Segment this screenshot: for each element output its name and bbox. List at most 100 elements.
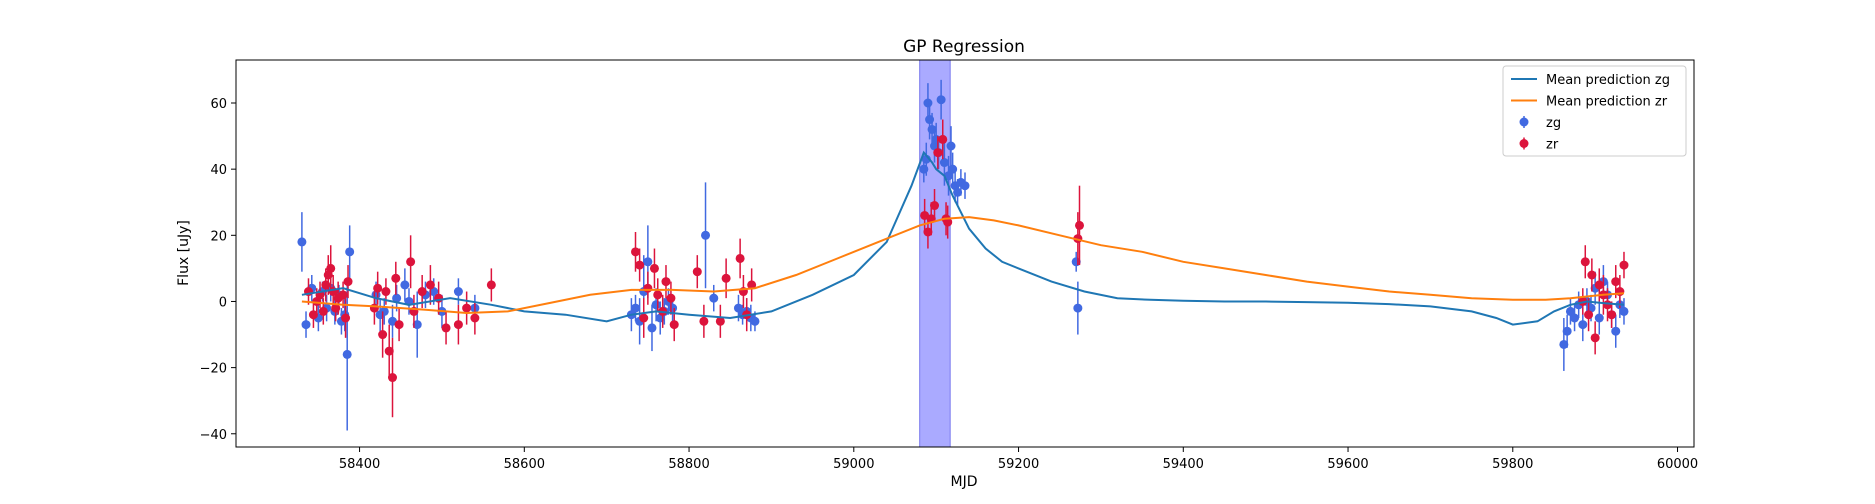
data-point bbox=[342, 349, 352, 359]
data-point bbox=[392, 293, 402, 303]
data-point bbox=[417, 287, 427, 297]
plot-frame bbox=[235, 59, 1695, 448]
x-tick-label: 58600 bbox=[504, 457, 545, 472]
data-point bbox=[378, 330, 388, 340]
data-point bbox=[343, 277, 353, 287]
data-point bbox=[381, 287, 391, 297]
series-zg-points bbox=[297, 79, 1629, 431]
data-point bbox=[394, 320, 404, 330]
series-layer bbox=[297, 79, 1629, 431]
data-point bbox=[308, 310, 318, 320]
data-point bbox=[1570, 313, 1580, 323]
data-point bbox=[453, 287, 463, 297]
legend-item: Mean prediction zr bbox=[1511, 95, 1668, 110]
data-point bbox=[647, 323, 657, 333]
data-point bbox=[1619, 306, 1629, 316]
x-tick-label: 59200 bbox=[998, 457, 1039, 472]
highlight-band bbox=[919, 59, 951, 448]
x-tick-label: 59800 bbox=[1492, 457, 1533, 472]
data-point bbox=[301, 320, 311, 330]
legend-label: zg bbox=[1546, 116, 1561, 131]
highlight-band-layer bbox=[919, 59, 951, 448]
data-point bbox=[1611, 277, 1621, 287]
data-point bbox=[692, 267, 702, 277]
data-point bbox=[715, 316, 725, 326]
series-line-Mean prediction zg bbox=[301, 150, 1625, 326]
data-point bbox=[1594, 313, 1604, 323]
data-point bbox=[639, 313, 649, 323]
data-point bbox=[1074, 220, 1084, 230]
data-point bbox=[1580, 257, 1590, 267]
data-point bbox=[391, 273, 401, 283]
data-point bbox=[661, 277, 671, 287]
data-point bbox=[933, 148, 943, 158]
data-point bbox=[699, 316, 709, 326]
data-point bbox=[373, 283, 383, 293]
y-tick-label: −40 bbox=[200, 428, 227, 443]
data-point bbox=[960, 181, 970, 191]
data-point bbox=[441, 323, 451, 333]
data-point bbox=[635, 260, 645, 270]
y-tick-label: −20 bbox=[200, 362, 227, 377]
legend-marker-swatch bbox=[1519, 139, 1529, 148]
data-point bbox=[369, 303, 379, 313]
data-point bbox=[1559, 339, 1569, 349]
x-tick-label: 59000 bbox=[833, 457, 874, 472]
data-point bbox=[943, 217, 953, 227]
data-point bbox=[923, 227, 933, 237]
data-point bbox=[318, 306, 328, 316]
data-point bbox=[735, 253, 745, 263]
data-point bbox=[1073, 303, 1083, 313]
data-point bbox=[388, 373, 398, 383]
y-axis-label: Flux [uJy] bbox=[176, 220, 192, 286]
x-axis-label: MJD bbox=[951, 474, 978, 490]
axes-layer: 58400 58600 58800 59000 59200 59400 59600 59800… bbox=[200, 59, 1698, 472]
data-point bbox=[345, 247, 355, 257]
data-point bbox=[653, 290, 663, 300]
legend-label: Mean prediction zg bbox=[1546, 73, 1670, 88]
data-point bbox=[1607, 310, 1617, 320]
data-point bbox=[1578, 320, 1588, 330]
x-tick-label: 59400 bbox=[1163, 457, 1204, 472]
legend-item: zg bbox=[1519, 116, 1561, 131]
data-point bbox=[936, 95, 946, 105]
legend-label: Mean prediction zr bbox=[1546, 95, 1668, 110]
x-tick-label: 59600 bbox=[1327, 457, 1368, 472]
data-point bbox=[946, 141, 956, 151]
data-point bbox=[747, 280, 757, 290]
data-point bbox=[701, 230, 711, 240]
data-point bbox=[462, 303, 472, 313]
legend-box bbox=[1502, 65, 1687, 157]
data-point bbox=[750, 316, 760, 326]
data-point bbox=[326, 263, 336, 273]
x-tick-label: 58400 bbox=[339, 457, 380, 472]
data-point bbox=[923, 98, 933, 108]
data-point bbox=[341, 313, 351, 323]
data-point bbox=[939, 158, 949, 168]
data-point bbox=[651, 300, 661, 310]
data-point bbox=[631, 303, 641, 313]
data-point bbox=[930, 201, 940, 211]
y-tick-label: 0 bbox=[219, 295, 227, 310]
data-point bbox=[649, 263, 659, 273]
data-point bbox=[1594, 280, 1604, 290]
data-point bbox=[1587, 270, 1597, 280]
data-point bbox=[669, 320, 679, 330]
data-point bbox=[379, 306, 389, 316]
data-point bbox=[709, 293, 719, 303]
data-point bbox=[668, 303, 678, 313]
data-point bbox=[338, 290, 348, 300]
legend-marker-swatch bbox=[1519, 117, 1529, 127]
series-zr-points bbox=[303, 119, 1629, 418]
data-point bbox=[412, 320, 422, 330]
data-point bbox=[297, 237, 307, 247]
data-point bbox=[1619, 260, 1629, 270]
data-point bbox=[1611, 326, 1621, 336]
legend: Mean prediction zg Mean prediction zr zg zr bbox=[1502, 65, 1687, 157]
chart-title: GP Regression bbox=[903, 37, 1025, 57]
y-tick-label: 20 bbox=[210, 229, 227, 244]
data-point bbox=[1590, 333, 1600, 343]
data-point bbox=[733, 303, 743, 313]
